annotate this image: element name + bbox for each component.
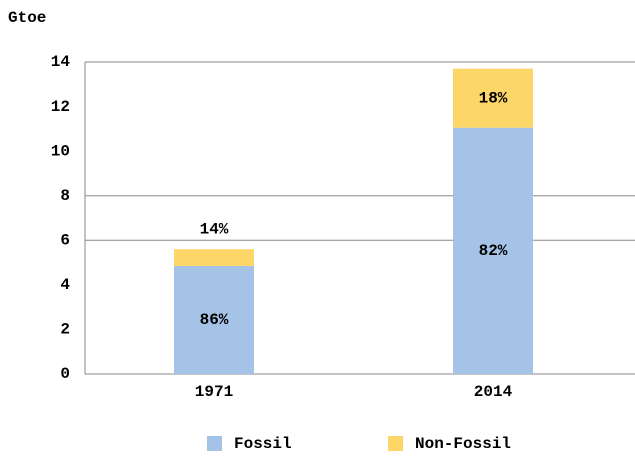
y-tick-label: 8 <box>60 187 70 205</box>
data-label: 14% <box>200 220 229 238</box>
y-tick-label: 12 <box>51 98 70 116</box>
y-tick-label: 0 <box>60 365 70 383</box>
y-tick-label: 10 <box>51 142 70 160</box>
y-tick-label: 2 <box>60 321 70 339</box>
data-label: 86% <box>200 311 229 329</box>
y-tick-label: 4 <box>60 276 70 294</box>
x-tick-label: 1971 <box>195 383 233 401</box>
bar-segment <box>174 265 254 374</box>
data-label: 82% <box>479 242 508 260</box>
bar-segment <box>174 249 254 266</box>
x-tick-label: 2014 <box>474 383 513 401</box>
bar-segment <box>453 68 533 128</box>
bar-segment <box>453 127 533 374</box>
legend-swatch <box>388 436 403 451</box>
legend-swatch <box>207 436 222 451</box>
data-label: 18% <box>479 89 508 107</box>
y-axis-label: Gtoe <box>8 9 46 27</box>
y-tick-label: 14 <box>51 53 71 71</box>
y-tick-label: 6 <box>60 232 70 250</box>
legend-label: Fossil <box>234 435 292 453</box>
legend-label: Non-Fossil <box>415 435 511 453</box>
